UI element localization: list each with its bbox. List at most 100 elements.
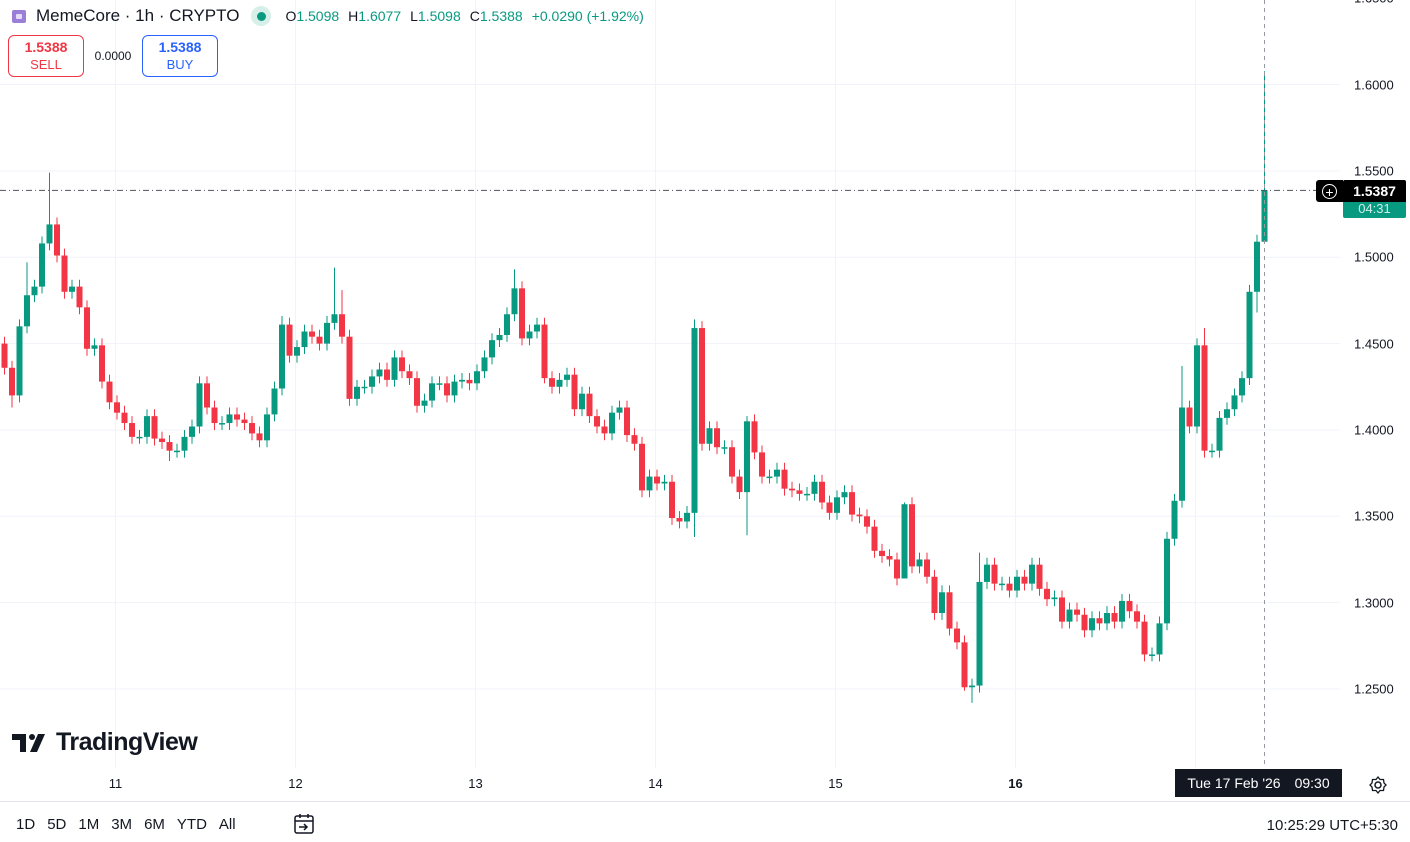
range-button-6m[interactable]: 6M bbox=[144, 816, 165, 833]
candle bbox=[1156, 616, 1163, 662]
candle-body-down bbox=[414, 378, 420, 406]
candle-body-down bbox=[879, 550, 885, 557]
candle-body-up bbox=[999, 583, 1005, 586]
candle-body-up bbox=[1171, 500, 1178, 539]
candle-body-down bbox=[1126, 600, 1133, 612]
candle-body-up bbox=[39, 243, 45, 287]
candle bbox=[1224, 402, 1230, 425]
candle bbox=[811, 474, 818, 501]
candle-body-up bbox=[174, 450, 180, 453]
candle bbox=[999, 576, 1005, 591]
candle-body-down bbox=[99, 345, 105, 382]
candle bbox=[886, 549, 893, 567]
candle bbox=[1029, 557, 1035, 591]
candle-body-down bbox=[76, 286, 83, 308]
candle-body-down bbox=[624, 407, 630, 436]
candle-body-down bbox=[1021, 576, 1028, 584]
candle-body-up bbox=[504, 314, 510, 335]
candle bbox=[564, 367, 570, 387]
candle bbox=[909, 497, 915, 574]
candle-body-up bbox=[706, 428, 713, 444]
candle-body-down bbox=[61, 255, 68, 292]
market-open-dot-icon bbox=[251, 6, 272, 26]
range-button-ytd[interactable]: YTD bbox=[176, 816, 207, 833]
candle bbox=[519, 281, 525, 346]
candle-body-down bbox=[406, 371, 413, 379]
candle bbox=[1074, 602, 1080, 622]
range-button-1m[interactable]: 1M bbox=[78, 816, 100, 833]
candle bbox=[249, 416, 255, 441]
candle-body-down bbox=[166, 442, 173, 451]
candle bbox=[1111, 606, 1118, 629]
candle bbox=[114, 395, 120, 420]
candle-body-down bbox=[1074, 609, 1080, 615]
buy-button[interactable]: 1.5388 BUY bbox=[142, 35, 218, 77]
candle-body-up bbox=[1066, 609, 1073, 622]
candle bbox=[691, 319, 698, 538]
candle-body-up bbox=[226, 414, 233, 424]
candle bbox=[511, 269, 518, 322]
ohlc-values: O1.5098 H1.6077 L1.5098 C1.5388 +0.0290 … bbox=[285, 8, 643, 24]
sell-button[interactable]: 1.5388 SELL bbox=[8, 35, 84, 77]
candle-body-up bbox=[1216, 417, 1223, 451]
candle-body-up bbox=[841, 492, 848, 498]
symbol-title[interactable]: MemeCore · 1h · CRYPTO bbox=[36, 6, 240, 25]
candle-body-down bbox=[286, 324, 293, 356]
candle-body-up bbox=[1119, 600, 1125, 622]
candlestick-chart[interactable] bbox=[0, 0, 1410, 800]
candle bbox=[781, 462, 788, 496]
range-button-3m[interactable]: 3M bbox=[111, 816, 133, 833]
add-alert-button[interactable]: + bbox=[1316, 180, 1343, 202]
candle bbox=[294, 340, 300, 363]
range-button-5d[interactable]: 5D bbox=[47, 816, 67, 833]
open-label: O bbox=[285, 8, 297, 24]
range-button-1d[interactable]: 1D bbox=[16, 816, 36, 833]
candle-body-up bbox=[474, 371, 480, 384]
tradingview-logo-icon bbox=[12, 733, 45, 752]
candle-body-down bbox=[954, 628, 960, 643]
candle-body-down bbox=[714, 428, 720, 448]
candle-body-up bbox=[609, 412, 615, 434]
candle bbox=[369, 369, 375, 394]
candle-body-up bbox=[1261, 190, 1268, 242]
price-tick-label: 1.3000 bbox=[1354, 595, 1394, 611]
candle-body-up bbox=[91, 345, 98, 349]
symbol-legend: MemeCore · 1h · CRYPTO O1.5098 H1.6077 L… bbox=[12, 5, 644, 27]
spread-value: 0.0000 bbox=[94, 49, 132, 63]
candle bbox=[744, 416, 750, 536]
candle bbox=[646, 469, 653, 498]
timezone-clock[interactable]: 10:25:29 UTC+5:30 bbox=[1266, 817, 1398, 834]
candle bbox=[879, 543, 885, 563]
candle-body-up bbox=[811, 481, 818, 494]
low-value: 1.5098 bbox=[417, 8, 461, 24]
candle bbox=[9, 360, 15, 408]
candle bbox=[714, 421, 720, 455]
candle-body-down bbox=[669, 481, 675, 519]
candle bbox=[309, 324, 315, 344]
crosshair-time-label: Tue 17 Feb '26 09:30 bbox=[1175, 769, 1342, 797]
candle-body-down bbox=[1111, 613, 1118, 622]
candle-body-up bbox=[1254, 241, 1260, 292]
calendar-goto-icon[interactable] bbox=[292, 813, 316, 835]
candle bbox=[406, 364, 413, 386]
candle bbox=[1179, 366, 1185, 508]
candle-body-up bbox=[526, 331, 533, 339]
candle bbox=[1194, 338, 1200, 434]
candle-body-up bbox=[16, 326, 23, 396]
candle-body-up bbox=[1231, 395, 1238, 410]
candle bbox=[1104, 606, 1110, 631]
candle bbox=[279, 315, 285, 396]
candle bbox=[226, 407, 233, 430]
candle bbox=[481, 350, 488, 379]
candle-body-up bbox=[46, 224, 53, 244]
candle-body-down bbox=[789, 488, 795, 491]
gear-icon[interactable] bbox=[1368, 775, 1388, 795]
range-button-all[interactable]: All bbox=[218, 816, 236, 833]
candle-body-up bbox=[279, 324, 285, 389]
candle bbox=[121, 405, 128, 430]
candle-body-down bbox=[9, 367, 15, 396]
candle bbox=[429, 376, 435, 408]
candle bbox=[1164, 531, 1170, 631]
tradingview-logo[interactable]: TradingView bbox=[12, 728, 198, 757]
candle-body-down bbox=[106, 381, 113, 403]
